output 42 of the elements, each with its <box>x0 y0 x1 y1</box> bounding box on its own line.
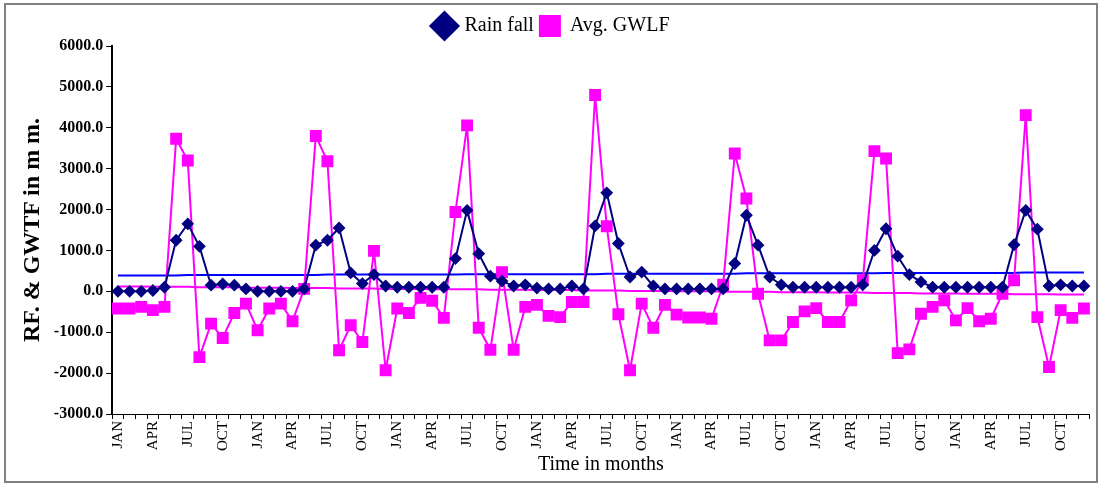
x-tick-label: JUL <box>737 421 754 447</box>
legend-label: Avg. GWLF <box>569 13 670 37</box>
x-tick-label: JUL <box>458 421 475 447</box>
x-tick-label: APR <box>981 421 998 451</box>
x-tick-label: JUL <box>597 421 614 447</box>
x-tick-label: APR <box>702 421 719 451</box>
x-tick-label: OCT <box>911 421 928 451</box>
x-tick-label: JAN <box>946 420 963 449</box>
x-tick-label: OCT <box>1051 421 1068 451</box>
y-tick-label: -1000.0 <box>53 322 104 340</box>
x-tick-label: OCT <box>632 421 649 451</box>
legend-label: Rain fall <box>464 13 535 36</box>
y-tick-label: -2000.0 <box>53 363 104 381</box>
y-tick-label: 5000.0 <box>59 77 104 95</box>
x-tick-label: JAN <box>388 420 405 449</box>
x-tick-label: JUL <box>1016 421 1033 447</box>
x-tick-label: JUL <box>877 421 894 447</box>
x-tick-label: OCT <box>213 421 230 451</box>
x-tick-label: OCT <box>353 421 370 451</box>
x-tick-label: APR <box>143 421 160 451</box>
x-tick-label: JAN <box>667 420 684 449</box>
x-tick-label: JUL <box>318 421 335 447</box>
x-tick-label: JAN <box>807 420 824 449</box>
y-tick-label: 2000.0 <box>59 199 104 217</box>
y-tick-label: 6000.0 <box>59 36 104 54</box>
x-tick-label: OCT <box>492 421 509 451</box>
y-tick-label: 0.0 <box>83 281 104 299</box>
x-axis-title: Time in months <box>537 452 665 475</box>
x-tick-label: JUL <box>178 421 195 447</box>
x-tick-label: APR <box>842 421 859 451</box>
x-tick-label: JAN <box>108 420 125 449</box>
x-tick-label: APR <box>283 421 300 451</box>
x-tick-label: JAN <box>248 420 265 449</box>
x-tick-label: OCT <box>772 421 789 451</box>
y-tick-label: -3000.0 <box>53 404 104 422</box>
y-tick-label: 4000.0 <box>59 117 104 135</box>
y-tick-label: 3000.0 <box>59 158 104 176</box>
y-tick-label: 1000.0 <box>59 240 104 258</box>
y-axis-title: RF. & GWTF in m m. <box>17 117 44 343</box>
x-tick-label: APR <box>423 421 440 451</box>
x-tick-label: JAN <box>527 420 544 449</box>
x-tick-label: APR <box>562 421 579 451</box>
